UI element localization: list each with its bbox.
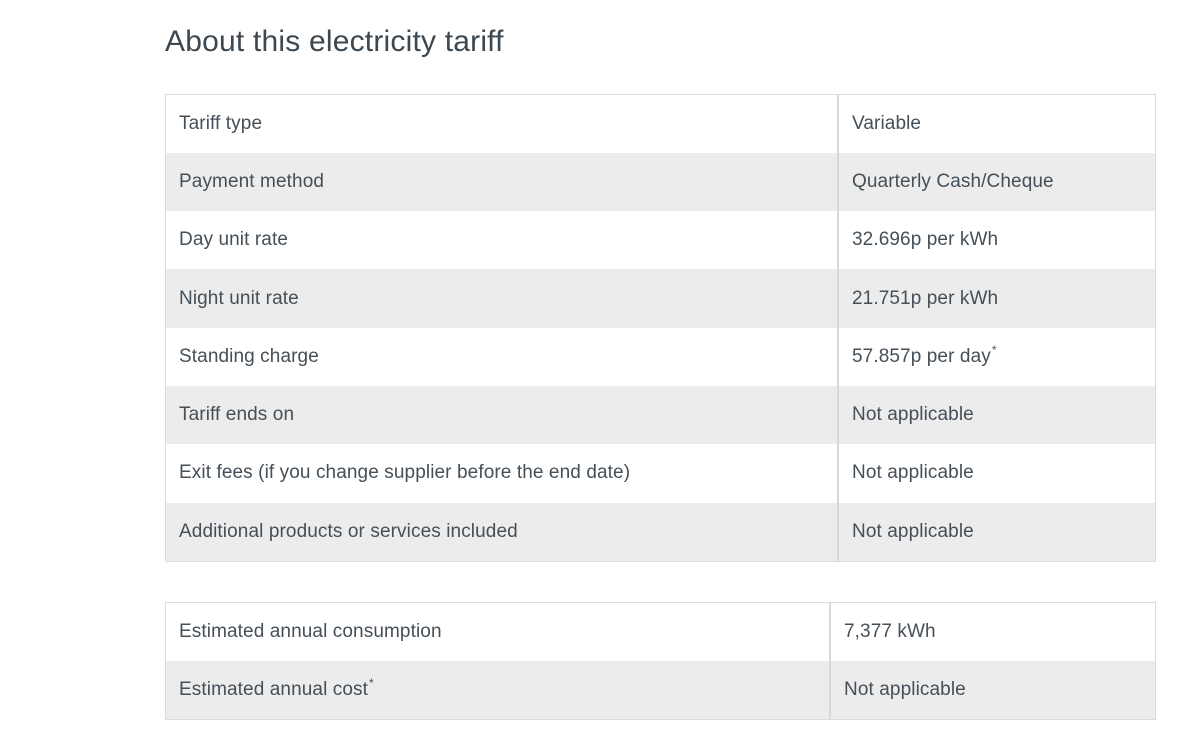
row-value: Not applicable [844, 679, 966, 701]
annual-estimate-table: Estimated annual consumption 7,377 kWh E… [165, 601, 1156, 721]
row-label-cell: Additional products or services included [166, 503, 837, 561]
tariff-page: About this electricity tariff Tariff typ… [165, 25, 1156, 721]
row-label: Estimated annual cost [179, 679, 369, 701]
row-value: Variable [852, 112, 922, 134]
row-label-cell: Payment method [166, 153, 837, 211]
row-value: 7,377 kWh [844, 621, 936, 643]
table-row: Estimated annual cost * Not applicable [166, 661, 1155, 720]
table-row: Day unit rate 32.696p per kWh [166, 211, 1155, 270]
table-row: Tariff ends on Not applicable [166, 385, 1155, 445]
row-label: Night unit rate [179, 287, 299, 309]
row-label: Day unit rate [179, 229, 289, 251]
row-label: Tariff ends on [179, 404, 295, 426]
row-value-cell: 57.857p per day * [837, 327, 1155, 386]
table-row: Standing charge 57.857p per day * [166, 327, 1155, 386]
row-value-cell: 32.696p per kWh [837, 211, 1155, 270]
table-row: Tariff type Variable [166, 94, 1155, 153]
table-row: Night unit rate 21.751p per kWh [166, 269, 1155, 328]
row-value: Quarterly Cash/Cheque [852, 170, 1054, 192]
table-row: Additional products or services included… [166, 502, 1155, 561]
row-value: 32.696p per kWh [852, 229, 999, 251]
row-value: 57.857p per day [852, 345, 991, 367]
row-label: Payment method [179, 170, 325, 192]
row-value-cell: 21.751p per kWh [837, 269, 1155, 328]
table-row: Estimated annual consumption 7,377 kWh [166, 602, 1155, 662]
row-value-cell: Quarterly Cash/Cheque [837, 152, 1155, 212]
row-label-cell: Estimated annual cost * [179, 676, 374, 701]
row-label: Standing charge [179, 345, 319, 367]
row-label-cell: Night unit rate [166, 269, 837, 327]
row-label: Estimated annual consumption [179, 621, 442, 643]
row-value-cell: Not applicable [837, 502, 1155, 561]
row-value-cell: Variable [837, 94, 1155, 153]
table-row: Payment method Quarterly Cash/Cheque [166, 152, 1155, 212]
row-value-cell: Not applicable [837, 385, 1155, 445]
row-value: Not applicable [852, 520, 974, 542]
page-title: About this electricity tariff [165, 25, 504, 58]
row-label-cell: Tariff type [166, 95, 837, 153]
row-value: Not applicable [852, 462, 974, 484]
row-label: Exit fees (if you change supplier before… [179, 462, 631, 484]
row-value: 21.751p per kWh [852, 287, 999, 309]
row-value: Not applicable [852, 404, 974, 426]
row-value-cell: Not applicable [837, 444, 1155, 503]
row-value-cell: Not applicable [829, 661, 1155, 720]
row-label-cell: Standing charge [166, 328, 837, 386]
tariff-details-table: Tariff type Variable Payment method Quar… [165, 93, 1156, 562]
row-label-cell: Exit fees (if you change supplier before… [166, 444, 837, 502]
row-label-cell: Estimated annual consumption [166, 603, 829, 661]
row-label: Tariff type [179, 112, 263, 134]
row-label-cell: Day unit rate [166, 211, 837, 269]
row-label: Additional products or services included [179, 520, 518, 542]
table-row: Exit fees (if you change supplier before… [166, 444, 1155, 503]
row-value-cell: 7,377 kWh [829, 602, 1155, 662]
row-label-cell: Tariff ends on [166, 386, 837, 444]
